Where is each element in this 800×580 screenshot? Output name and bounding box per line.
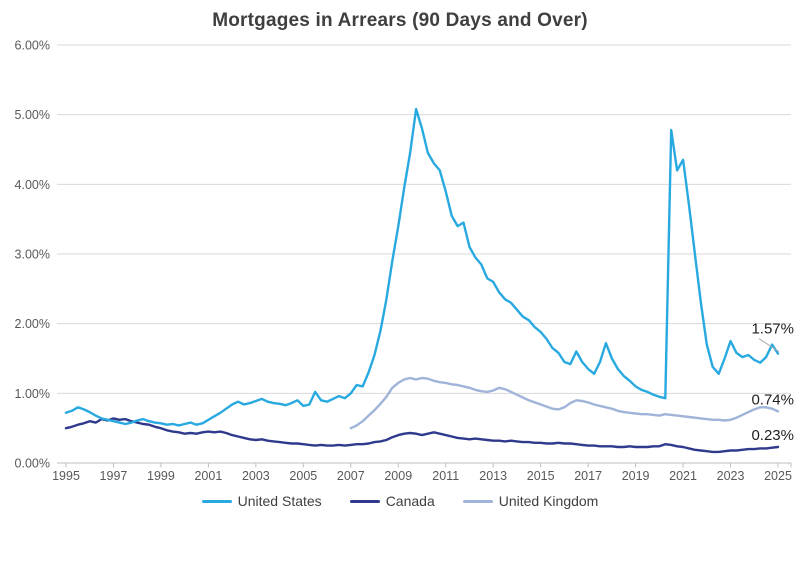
x-axis-label: 2023 <box>717 469 745 483</box>
x-axis-label: 2011 <box>432 469 459 483</box>
legend-item-canada: Canada <box>349 493 435 509</box>
x-axis-label: 1997 <box>100 469 128 483</box>
legend-item-united-states: United States <box>201 493 322 509</box>
x-axis-label: 2009 <box>384 469 412 483</box>
end-label-canada: 0.23% <box>751 427 794 444</box>
x-axis-label: 1995 <box>52 469 80 483</box>
legend-item-united-kingdom: United Kingdom <box>462 493 599 509</box>
legend-swatch-canada <box>349 499 380 503</box>
end-label-united-kingdom: 0.74% <box>751 391 794 408</box>
end-label-united-states: 1.57% <box>751 321 794 338</box>
series-line-united-kingdom <box>349 376 780 430</box>
y-axis-label: 0.00% <box>15 457 50 471</box>
x-axis: 1995 1997 1999 2001 2003 2005 2007 2009 2011 2013… <box>52 463 792 483</box>
end-label-leader-line <box>758 338 780 353</box>
x-axis-label: 2017 <box>574 469 602 483</box>
series-line-united-states <box>64 107 780 427</box>
legend: United States Canada United Kingdom <box>0 493 800 509</box>
y-axis-label: 5.00% <box>15 108 50 122</box>
x-axis-label: 2021 <box>669 469 697 483</box>
x-axis-label: 2001 <box>194 469 222 483</box>
x-axis-label: 2015 <box>527 469 555 483</box>
y-axis-label: 2.00% <box>15 317 50 331</box>
x-axis-label: 2005 <box>289 469 317 483</box>
x-axis-label: 2003 <box>242 469 270 483</box>
series-line-canada <box>64 417 780 454</box>
y-axis-label: 1.00% <box>15 387 50 401</box>
chart-title: Mortgages in Arrears (90 Days and Over) <box>212 10 588 31</box>
y-axis-label: 3.00% <box>15 248 50 262</box>
x-axis-label: 1999 <box>147 469 175 483</box>
x-axis-label: 2013 <box>479 469 507 483</box>
y-axis-label: 6.00% <box>15 39 50 53</box>
legend-label-united-states: United States <box>237 493 322 509</box>
y-axis: 0.00% 1.00% 2.00% 3.00% 4.00% 5.00% 6.00% <box>15 39 791 471</box>
x-axis-label: 2019 <box>622 469 650 483</box>
legend-label-united-kingdom: United Kingdom <box>498 493 599 509</box>
legend-swatch-united-kingdom <box>462 499 493 503</box>
x-axis-label: 2007 <box>337 469 365 483</box>
y-axis-label: 4.00% <box>15 178 50 192</box>
legend-label-canada: Canada <box>385 493 435 509</box>
x-axis-label: 2025 <box>764 469 792 483</box>
legend-swatch-united-states <box>201 499 232 503</box>
